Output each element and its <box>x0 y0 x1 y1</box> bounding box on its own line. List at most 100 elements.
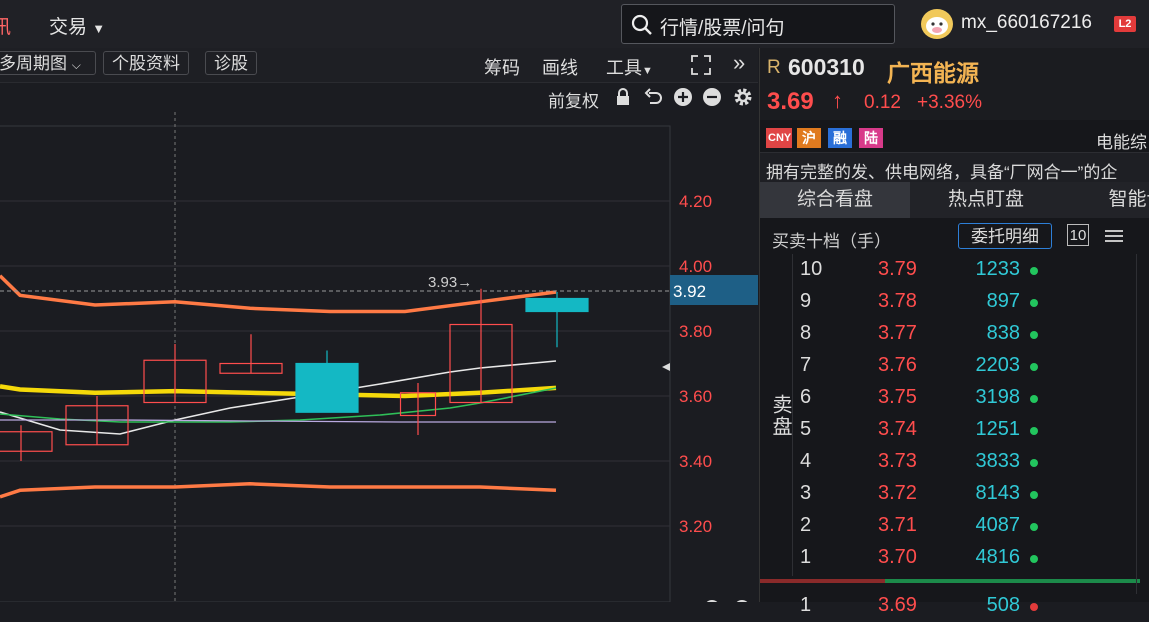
avatar[interactable] <box>921 9 953 39</box>
menu-icon[interactable] <box>1105 229 1123 243</box>
sell-label: 卖盘 <box>769 394 791 438</box>
band-lines <box>0 274 557 499</box>
level: 2 <box>800 514 812 536</box>
tag-cny[interactable]: CNY <box>766 128 792 148</box>
tools-menu[interactable]: 工具▼ <box>606 54 653 80</box>
undo-icon[interactable] <box>643 87 663 107</box>
volume: 4087 <box>975 514 1021 536</box>
tag-connect[interactable]: 陆 <box>859 128 883 148</box>
candle-body <box>219 362 283 374</box>
l2-badge: L2 <box>1114 16 1136 32</box>
order-dot-icon <box>1030 331 1038 339</box>
chart-subtoolbar: 前复权 <box>0 82 758 112</box>
candle-body <box>449 323 513 404</box>
panel-tabs: 综合看盘 热点盯盘 智能诊 <box>760 182 1149 218</box>
order-dot-icon <box>1030 459 1038 467</box>
lock-icon[interactable] <box>614 88 632 106</box>
stock-panel: R 600310 广西能源 3.69 ↑ 0.12 +3.36% CNY 沪 融… <box>759 48 1149 616</box>
tag-shanghai[interactable]: 沪 <box>797 128 821 148</box>
top-bar: 讯 交易 ▼ 行情/股票/问句 mx_660167216 L2 <box>0 0 1149 48</box>
sell-row[interactable]: 1 3.70 4816 <box>790 542 1090 574</box>
search-input[interactable]: 行情/股票/问句 <box>660 18 785 39</box>
price: 3.69 <box>878 594 917 616</box>
y-axis-ticks: 4.20 4.00 3.80 3.60 3.40 3.20 <box>679 192 712 536</box>
tab-overview[interactable]: 综合看盘 <box>760 182 910 218</box>
company-description: 拥有完整的发、供电网络，具备“厂网合一”的企 <box>760 152 1149 184</box>
candle-body <box>143 359 207 404</box>
order-dot-icon <box>1030 603 1038 611</box>
current-price-marker <box>670 275 758 305</box>
order-dot-icon <box>1030 523 1038 531</box>
level: 7 <box>800 354 812 376</box>
y-tick-label: 4.20 <box>679 192 712 211</box>
y-tick-label: 3.80 <box>679 322 712 341</box>
order-dot-icon <box>1030 427 1038 435</box>
price-change-pct: +3.36% <box>917 92 982 113</box>
expand-right-icon[interactable]: » <box>733 50 746 75</box>
sell-row[interactable]: 5 3.74 1251 <box>790 414 1090 446</box>
candles <box>0 288 589 461</box>
sector-label[interactable]: 电能综 <box>1096 133 1147 152</box>
sell-row[interactable]: 3 3.72 8143 <box>790 478 1090 510</box>
pointer-arrow-icon <box>662 363 670 371</box>
buy-row[interactable]: 1 3.69 508 <box>790 590 1090 622</box>
zoom-out-icon[interactable] <box>702 87 722 107</box>
order-detail-button[interactable]: 委托明细 <box>958 223 1052 249</box>
caret-down-icon: ▼ <box>642 65 653 77</box>
level: 1 <box>800 546 812 568</box>
multi-period-button[interactable]: 多周期图 ⌵ <box>0 51 96 75</box>
volume: 1233 <box>975 258 1021 280</box>
gear-icon[interactable] <box>732 86 754 108</box>
order-dot-icon <box>1030 267 1038 275</box>
sell-row[interactable]: 6 3.75 3198 <box>790 382 1090 414</box>
orderbook-header: 买卖十档（手） 委托明细 10 <box>760 218 1149 254</box>
price: 3.71 <box>878 514 917 536</box>
volume: 3198 <box>975 386 1021 408</box>
candlestick-chart[interactable]: 3.93→ 4.20 4.00 3.80 3.60 3.40 3.20 3.92 <box>0 112 758 602</box>
order-dot-icon <box>1030 395 1038 403</box>
level: 9 <box>800 290 812 312</box>
tab-smart-diagnose[interactable]: 智能诊 <box>1108 189 1149 210</box>
candle-body <box>65 405 129 446</box>
diagnose-button[interactable]: 诊股 <box>205 51 257 75</box>
stock-info-button[interactable]: 个股资料 <box>103 51 189 75</box>
order-dot-icon <box>1030 299 1038 307</box>
username[interactable]: mx_660167216 <box>961 12 1092 33</box>
volume: 3833 <box>975 450 1021 472</box>
level: 5 <box>800 418 812 440</box>
price-change: 0.12 <box>864 92 901 113</box>
stock-code[interactable]: 600310 <box>788 54 865 80</box>
sell-row[interactable]: 7 3.76 2203 <box>790 350 1090 382</box>
lower-band-line <box>0 482 557 499</box>
adjust-label[interactable]: 前复权 <box>548 92 599 111</box>
orderbook-title: 买卖十档（手） <box>772 232 891 251</box>
chart-toolbar: 多周期图 ⌵ 个股资料 诊股 筹码 画线 工具▼ » <box>0 48 758 83</box>
ma-lines <box>0 360 557 435</box>
tab-hotspot[interactable]: 热点盯盘 <box>947 189 1024 210</box>
search-box[interactable]: 行情/股票/问句 <box>621 4 895 44</box>
chevron-down-icon: ⌵ <box>71 58 81 72</box>
level: 3 <box>800 482 812 504</box>
levels-toggle-button[interactable]: 10 <box>1067 224 1089 246</box>
y-tick-label: 3.40 <box>679 452 712 471</box>
price: 3.78 <box>878 290 917 312</box>
menu-item-partial[interactable]: 讯 <box>0 17 12 38</box>
chips-button[interactable]: 筹码 <box>484 58 520 78</box>
candle-body <box>525 297 589 313</box>
sell-row[interactable]: 10 3.79 1233 <box>790 254 1090 286</box>
sell-row[interactable]: 8 3.77 838 <box>790 318 1090 350</box>
middle-band-line <box>0 384 557 399</box>
draw-line-button[interactable]: 画线 <box>542 58 578 78</box>
stock-name[interactable]: 广西能源 <box>887 60 979 86</box>
price: 3.76 <box>878 354 917 376</box>
menu-trade[interactable]: 交易 ▼ <box>49 12 105 39</box>
caret-down-icon: ▼ <box>92 21 106 36</box>
order-dot-icon <box>1030 555 1038 563</box>
zoom-in-icon[interactable] <box>673 87 693 107</box>
sell-row[interactable]: 2 3.71 4087 <box>790 510 1090 542</box>
sell-row[interactable]: 4 3.73 3833 <box>790 446 1090 478</box>
sell-row[interactable]: 9 3.78 897 <box>790 286 1090 318</box>
price: 3.70 <box>878 546 917 568</box>
fullscreen-icon[interactable] <box>690 54 712 76</box>
tag-margin[interactable]: 融 <box>828 128 852 148</box>
